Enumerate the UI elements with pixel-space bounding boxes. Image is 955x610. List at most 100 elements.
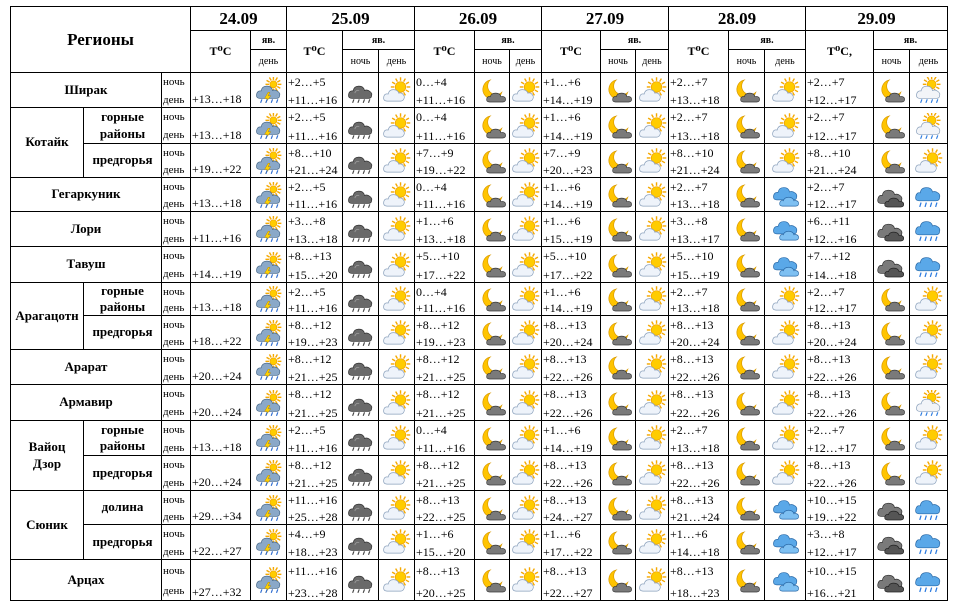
rain-cloud-icon-graphic [348, 121, 373, 139]
sun-cloud-icon-graphic [383, 389, 411, 414]
moon-cloud-icon [604, 252, 634, 279]
temp-cell [191, 421, 251, 456]
date-header: 25.09 [287, 6, 415, 31]
sun-cloud-icon-graphic [383, 112, 411, 137]
icon-cell-day [510, 108, 542, 144]
temp-night-value: +7…+9 [543, 145, 581, 160]
icon-cell-night [343, 525, 379, 560]
sun-cloud-icon [382, 147, 412, 175]
rain-cloud-icon [346, 567, 376, 594]
sun-cloud-icon-graphic [771, 112, 799, 137]
sun-cloud-icon-graphic [638, 494, 666, 519]
night-label: ночь [163, 353, 185, 365]
icon-cell-day [910, 247, 948, 283]
icon-cell-day [510, 144, 542, 178]
temp-column-header: T⁰C [287, 31, 343, 73]
moon-cloud-icon [732, 216, 762, 243]
moon-cloud-icon-graphic [482, 288, 506, 312]
icon-cell [251, 350, 287, 385]
rain-cloud-icon-graphic [348, 468, 373, 487]
rain-icon-graphic [915, 499, 941, 520]
temp-cell [806, 144, 874, 178]
moon-cloud-icon [877, 425, 907, 452]
sun-cloud-icon [511, 77, 541, 104]
rain-cloud-icon-graphic [348, 433, 373, 452]
sun-cloud-icon-graphic [512, 147, 540, 172]
temp-cell [287, 144, 343, 178]
sun-cloud-icon-graphic [383, 181, 411, 206]
temp-cell [191, 73, 251, 108]
night-label: ночь [163, 493, 185, 506]
temp-night-value: +1…+6 [543, 214, 581, 228]
icon-cell-night [729, 385, 765, 421]
icon-cell-day [636, 350, 669, 385]
night-label: ночь [163, 76, 185, 88]
night-sub-header: ночь [475, 50, 510, 73]
temp-cell [669, 491, 729, 525]
icon-cell-night [343, 212, 379, 247]
temp-day-value: +19…+22 [416, 163, 466, 177]
temp-cell [806, 73, 874, 108]
sun-cloud-icon [382, 494, 412, 522]
sun-cloud-icon-graphic [771, 460, 799, 485]
icon-cell-night [601, 350, 636, 385]
storm-icon-graphic [256, 111, 282, 139]
temp-day-value: +13…+18 [670, 197, 720, 211]
sun-rain-icon-graphic [916, 111, 941, 139]
temp-day-value: +22…+26 [543, 370, 593, 384]
icon-cell-day [765, 212, 806, 247]
sun-cloud-icon [382, 77, 412, 104]
temp-night-value: +8…+13 [416, 563, 460, 578]
temp-night-value: +3…+8 [670, 214, 708, 228]
icon-cell-day [636, 456, 669, 491]
moon-cloud-icon [877, 77, 907, 104]
sun-cloud-icon-graphic [771, 389, 799, 414]
temp-night-value: +8…+13 [416, 492, 460, 507]
temp-day-value: +12…+17 [807, 441, 857, 455]
sun-cloud-icon [771, 112, 801, 140]
temp-cell [287, 421, 343, 456]
sun-rain-icon [914, 75, 944, 104]
icon-cell-day [379, 560, 415, 601]
region-name: Лори [10, 212, 162, 247]
temp-night-value: +8…+13 [807, 317, 851, 332]
night-label: ночь [163, 388, 185, 400]
temp-cell [669, 283, 729, 316]
storm-icon-graphic [256, 250, 282, 278]
row-label-frame [162, 525, 191, 560]
sun-cloud-icon-graphic [915, 460, 943, 485]
temp-night-value: +8…+13 [543, 563, 587, 578]
temp-cell [542, 491, 601, 525]
sun-cloud-icon [382, 251, 412, 279]
rain-cloud-icon-graphic [348, 575, 373, 594]
sun-cloud-icon [638, 494, 668, 522]
icon-cell-night [729, 73, 765, 108]
temp-day-value: +29…+34 [192, 509, 242, 523]
sun-cloud-icon [638, 286, 668, 313]
icon-cell-night [874, 283, 910, 316]
temp-night-value: +2…+5 [288, 110, 326, 124]
moon-cloud-icon [877, 460, 907, 487]
sun-cloud-icon-graphic [638, 77, 666, 102]
moon-cloud-icon [732, 148, 762, 175]
moon-cloud-icon [604, 354, 634, 381]
rain-icon [914, 216, 944, 243]
temp-night-value: +8…+13 [543, 387, 587, 401]
moon-cloud-icon-graphic [736, 253, 760, 277]
temp-cell [806, 178, 874, 212]
storm-icon-graphic [256, 285, 282, 313]
sun-cloud-icon [771, 460, 801, 487]
temp-cell [287, 456, 343, 491]
temp-night-value: +8…+12 [288, 458, 332, 472]
temp-night-value: +8…+10 [670, 145, 714, 160]
sun-cloud-icon [382, 425, 412, 452]
temp-night-value: +5…+10 [543, 249, 587, 263]
moon-cloud-icon-graphic [482, 183, 506, 207]
icon-cell-day [765, 144, 806, 178]
night-label: ночь [163, 459, 185, 471]
sun-cloud-icon-graphic [915, 319, 943, 344]
temp-cell [669, 212, 729, 247]
temp-day-value: +13…+17 [670, 232, 720, 246]
sun-cloud-icon-graphic [915, 354, 943, 379]
dark-cloud-icon [877, 182, 907, 209]
